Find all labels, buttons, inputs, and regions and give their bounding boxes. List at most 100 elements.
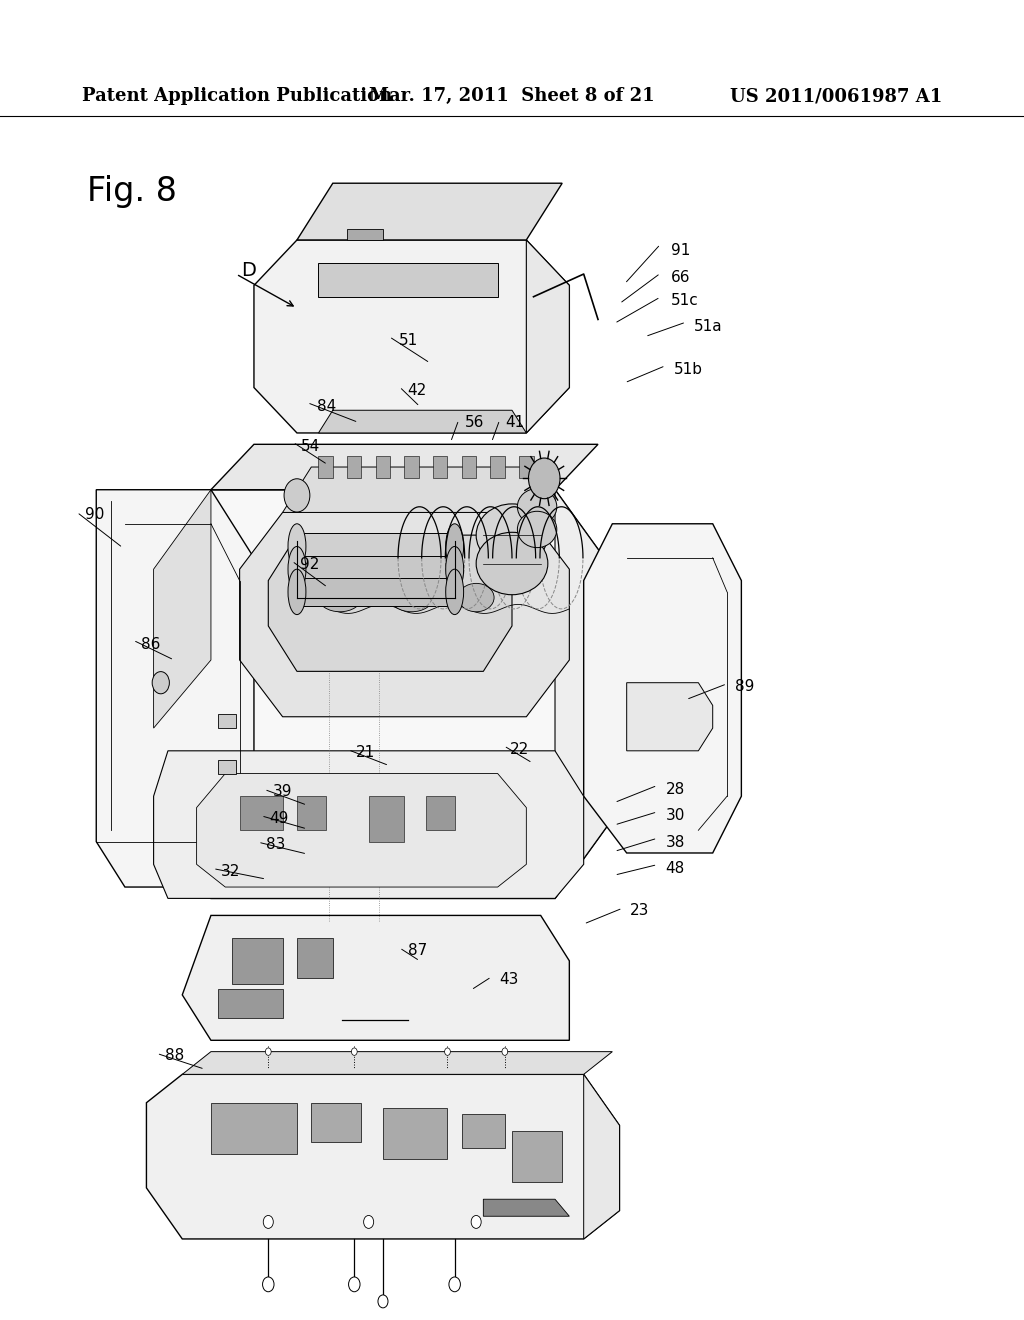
Polygon shape [318,263,498,297]
Circle shape [284,479,310,512]
Text: 38: 38 [666,834,685,850]
Polygon shape [297,556,455,583]
Polygon shape [297,796,326,830]
Polygon shape [369,796,404,842]
Text: 89: 89 [735,678,755,694]
Polygon shape [182,916,569,1040]
Polygon shape [254,240,569,433]
Polygon shape [268,535,512,672]
Ellipse shape [288,569,306,615]
Circle shape [378,1295,388,1308]
Polygon shape [462,1114,505,1148]
Polygon shape [347,455,361,478]
Polygon shape [433,455,447,478]
Polygon shape [218,989,283,1018]
Text: 87: 87 [408,942,427,958]
Text: 90: 90 [85,507,104,523]
Ellipse shape [476,504,548,566]
Text: 30: 30 [666,808,685,824]
Text: US 2011/0061987 A1: US 2011/0061987 A1 [730,87,942,106]
Text: 21: 21 [356,744,376,760]
Polygon shape [584,524,741,853]
Polygon shape [490,455,505,478]
Text: Patent Application Publication: Patent Application Publication [82,87,392,106]
Ellipse shape [459,583,495,611]
Circle shape [263,1216,273,1229]
Polygon shape [347,228,383,240]
Polygon shape [297,939,333,978]
Polygon shape [283,467,555,512]
Polygon shape [182,1052,612,1074]
Ellipse shape [476,532,548,595]
Polygon shape [297,183,562,240]
Ellipse shape [288,524,306,569]
Polygon shape [146,1074,620,1239]
Ellipse shape [445,524,464,569]
Text: 49: 49 [269,810,289,826]
Polygon shape [555,490,612,899]
Polygon shape [240,512,569,717]
Text: 84: 84 [317,399,337,414]
Polygon shape [297,533,455,560]
Circle shape [502,1048,508,1056]
Text: 28: 28 [666,781,685,797]
Polygon shape [404,455,419,478]
Circle shape [449,1276,461,1292]
Circle shape [153,672,169,694]
Ellipse shape [390,583,433,611]
Polygon shape [483,1199,569,1216]
Polygon shape [426,796,455,830]
Polygon shape [318,455,333,478]
Polygon shape [627,682,713,751]
Polygon shape [154,490,211,729]
Polygon shape [383,1109,447,1159]
Text: 48: 48 [666,861,685,876]
Text: 51: 51 [399,333,419,348]
Text: Fig. 8: Fig. 8 [87,176,177,209]
Ellipse shape [517,511,557,548]
Polygon shape [376,455,390,478]
Polygon shape [526,240,569,433]
Polygon shape [154,490,612,899]
Circle shape [444,1048,451,1056]
Polygon shape [318,411,526,433]
Text: 83: 83 [266,837,286,853]
Text: 22: 22 [510,742,529,758]
Polygon shape [154,751,584,899]
Text: 56: 56 [465,414,484,430]
Text: 86: 86 [141,636,161,652]
Circle shape [348,1276,360,1292]
Text: 51b: 51b [674,362,702,378]
Circle shape [471,1216,481,1229]
Polygon shape [197,774,526,887]
Polygon shape [211,445,598,490]
Text: 23: 23 [630,903,649,919]
Polygon shape [211,1102,297,1154]
Text: 32: 32 [221,863,241,879]
Bar [218,714,237,729]
Ellipse shape [517,488,557,525]
Polygon shape [519,455,534,478]
Polygon shape [462,455,476,478]
Polygon shape [297,578,455,606]
Text: 43: 43 [500,972,519,987]
Text: 91: 91 [671,243,690,259]
Text: 92: 92 [300,557,319,573]
Text: 41: 41 [505,414,524,430]
Ellipse shape [445,569,464,615]
Text: 42: 42 [408,383,427,399]
Text: 51c: 51c [671,293,698,309]
Ellipse shape [288,546,306,591]
Ellipse shape [318,583,361,611]
Text: 88: 88 [165,1048,184,1064]
Text: Mar. 17, 2011  Sheet 8 of 21: Mar. 17, 2011 Sheet 8 of 21 [370,87,654,106]
Bar [218,760,237,774]
Polygon shape [584,1074,620,1239]
Ellipse shape [445,546,464,591]
Polygon shape [240,796,283,830]
Polygon shape [96,490,254,887]
Circle shape [262,1276,274,1292]
Circle shape [351,1048,357,1056]
Text: D: D [241,261,256,280]
Text: 39: 39 [272,784,292,800]
